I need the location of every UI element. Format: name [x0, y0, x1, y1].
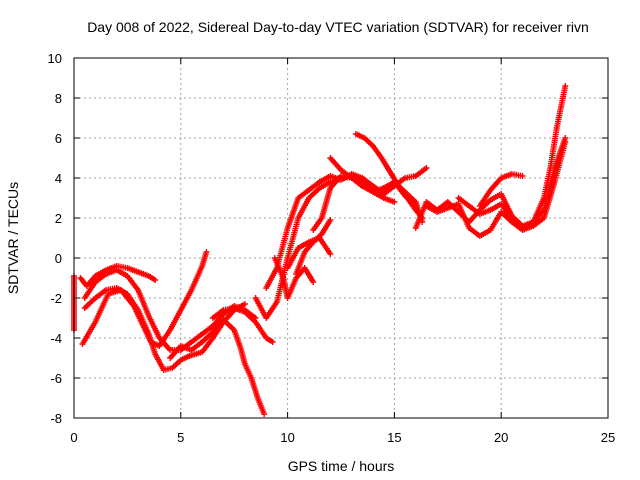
data-layer	[71, 83, 569, 417]
data-point	[152, 277, 159, 283]
y-tick-label: 2	[55, 211, 62, 226]
y-tick-label: -8	[50, 411, 62, 426]
series-trace-1	[79, 249, 210, 349]
ticks	[73, 57, 609, 419]
series-trace-14	[352, 131, 426, 221]
data-point	[423, 165, 430, 171]
data-point	[310, 279, 317, 285]
series-trace-9	[271, 255, 317, 301]
y-tick-label: 10	[48, 51, 62, 66]
data-point	[327, 251, 334, 257]
y-tick-label: 8	[55, 91, 62, 106]
y-tick-label: 4	[55, 171, 62, 186]
x-tick-label: 5	[177, 430, 184, 445]
series-trace-5	[167, 317, 268, 417]
y-tick-label: -2	[50, 291, 62, 306]
data-point	[203, 249, 210, 255]
y-tick-labels: -8 -6 -4 -2 0 2 4 6 8 10	[48, 51, 62, 426]
series-trace-8	[263, 165, 430, 291]
data-point	[562, 83, 569, 89]
series-trace-4	[81, 267, 259, 353]
series-trace-6	[209, 305, 276, 345]
plot-frame	[73, 57, 609, 419]
x-tick-labels: 0 5 10 15 20 25	[70, 430, 615, 445]
grid	[74, 58, 608, 418]
y-tick-label: 6	[55, 131, 62, 146]
x-tick-label: 20	[494, 430, 508, 445]
chart-title: Day 008 of 2022, Sidereal Day-to-day VTE…	[87, 19, 589, 35]
x-tick-label: 10	[280, 430, 294, 445]
y-tick-label: -4	[50, 331, 62, 346]
y-tick-label: -6	[50, 371, 62, 386]
x-tick-label: 25	[601, 430, 615, 445]
series-trace-18	[476, 171, 526, 209]
series-trace-17	[455, 83, 569, 231]
data-point	[327, 217, 334, 223]
x-tick-label: 0	[70, 430, 77, 445]
series-trace-16	[423, 139, 569, 239]
data-point	[269, 339, 276, 345]
data-point	[562, 139, 569, 145]
series-trace-11	[293, 217, 334, 277]
data-point	[261, 411, 268, 417]
data-point	[519, 173, 526, 179]
data-point	[241, 301, 248, 307]
y-tick-label: 0	[55, 251, 62, 266]
x-tick-label: 15	[387, 430, 401, 445]
series-trace-3	[77, 263, 159, 289]
series-trace-10	[284, 235, 334, 271]
x-axis-label: GPS time / hours	[288, 458, 395, 474]
y-axis-label: SDTVAR / TECUs	[5, 182, 21, 294]
data-point	[391, 199, 398, 205]
